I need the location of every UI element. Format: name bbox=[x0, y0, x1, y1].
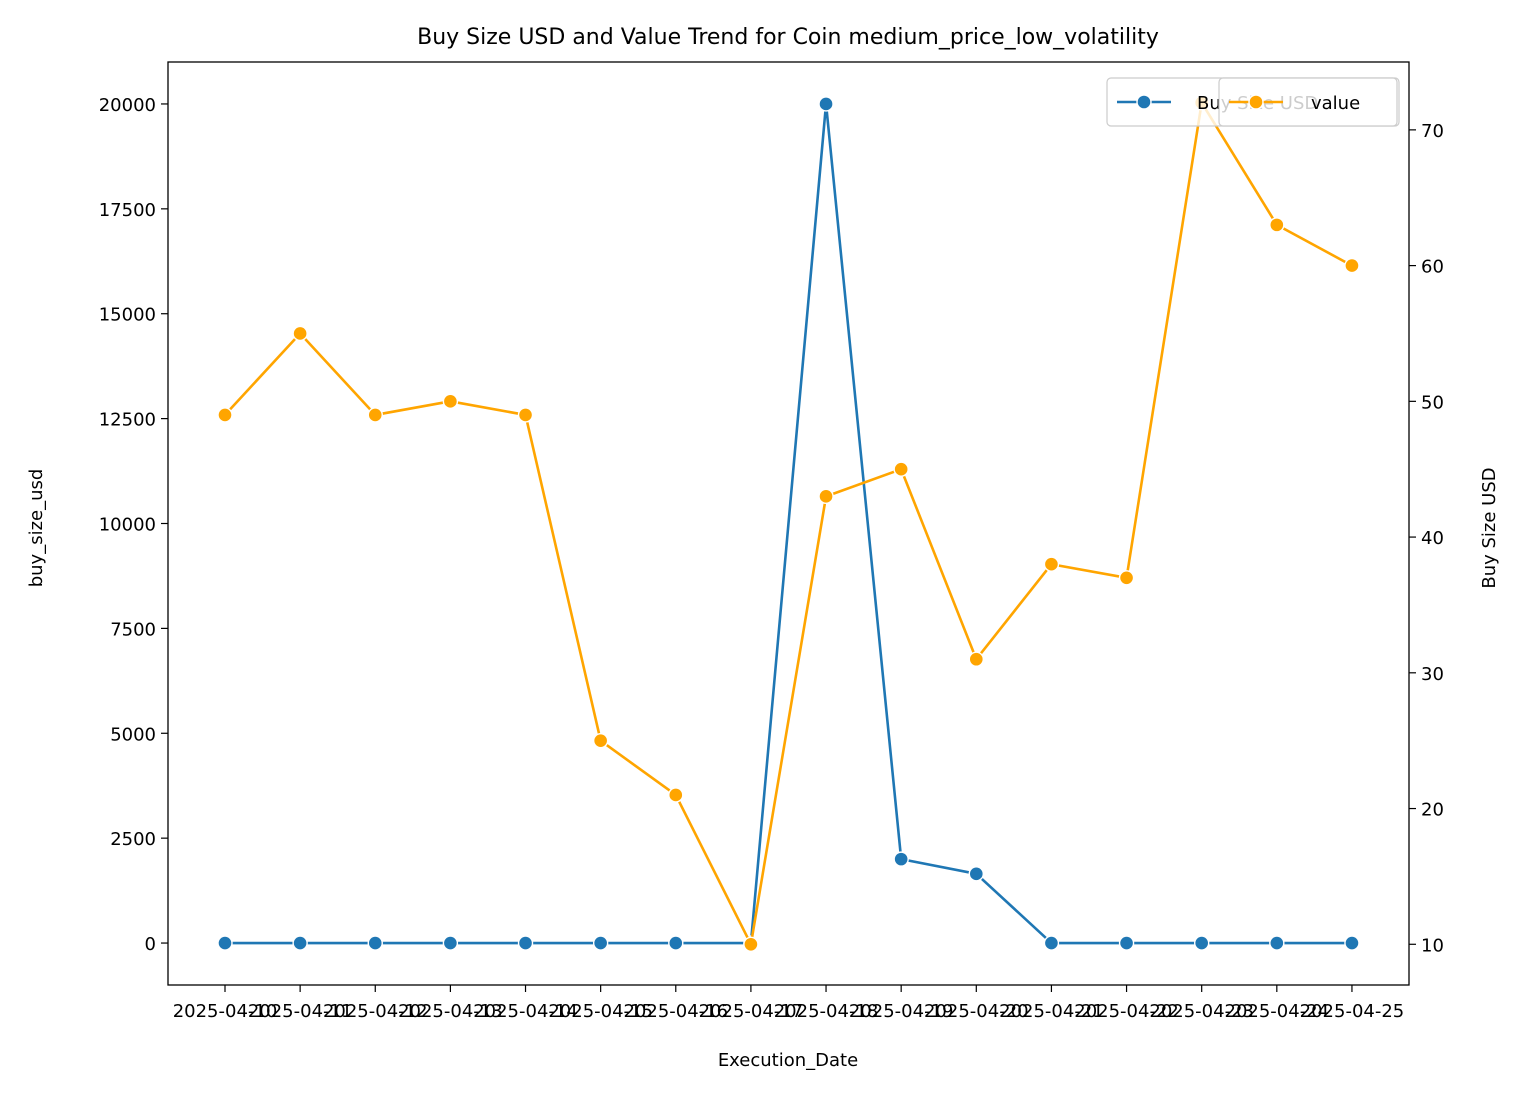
series-1-point bbox=[1269, 217, 1285, 233]
y-right-tick-label: 30 bbox=[1421, 664, 1444, 685]
y-axis-right-label: Buy Size USD bbox=[1479, 467, 1500, 588]
legend-label: value bbox=[1311, 93, 1360, 114]
series-0-point bbox=[1344, 935, 1360, 951]
x-tick-label: 2025-04-21 bbox=[999, 1001, 1104, 1022]
y-left-tick-label: 20000 bbox=[99, 95, 156, 116]
series-0-point bbox=[442, 935, 459, 951]
x-tick-label: 2025-04-22 bbox=[1074, 1001, 1179, 1022]
x-tick-label: 2025-04-16 bbox=[623, 1001, 728, 1022]
chart-title: Buy Size USD and Value Trend for Coin me… bbox=[417, 25, 1159, 50]
x-tick-label: 2025-04-11 bbox=[248, 1001, 353, 1022]
y-right-tick-label: 40 bbox=[1421, 528, 1444, 549]
series-1-point bbox=[592, 732, 609, 749]
series-line-1 bbox=[224, 101, 1353, 946]
y-axis-left-label: buy_size_usd bbox=[26, 469, 47, 588]
x-tick-label: 2025-04-15 bbox=[548, 1001, 653, 1022]
series-line-0 bbox=[225, 102, 1352, 945]
legend: Buy Size USDvalue bbox=[1106, 77, 1400, 127]
y-right-tick-label: 60 bbox=[1421, 257, 1444, 278]
series-1-point bbox=[668, 787, 684, 803]
series-0-point bbox=[367, 935, 383, 951]
legend-box bbox=[1218, 77, 1398, 127]
series-0-point bbox=[968, 866, 984, 882]
y-left-tick-label: 10000 bbox=[99, 515, 156, 536]
legend-swatch-marker bbox=[1136, 94, 1152, 110]
series-0-point bbox=[1269, 935, 1285, 951]
x-tick-label: 2025-04-12 bbox=[323, 1001, 428, 1022]
x-tick-label: 2025-04-17 bbox=[699, 1001, 804, 1022]
x-tick-label: 2025-04-25 bbox=[1300, 1001, 1405, 1022]
series-0-point bbox=[1043, 935, 1060, 951]
series-1-point bbox=[217, 407, 233, 423]
series-1-point bbox=[743, 936, 759, 952]
series-1-point bbox=[1118, 570, 1135, 586]
series-1-point bbox=[818, 488, 834, 505]
x-tick-label: 2025-04-19 bbox=[849, 1001, 954, 1022]
series-0-point bbox=[668, 935, 684, 951]
series-0-point bbox=[1118, 935, 1135, 951]
x-tick-label: 2025-04-24 bbox=[1225, 1001, 1330, 1022]
x-tick-label: 2025-04-18 bbox=[774, 1001, 879, 1022]
x-tick-label: 2025-04-20 bbox=[924, 1001, 1029, 1022]
plot-area: 0 2500 5000 7500 10000 12500 15000 17500 20000 10… bbox=[99, 61, 1444, 1022]
y-left-tick-label: 0 bbox=[145, 934, 156, 955]
series-0-point bbox=[893, 851, 909, 867]
series-1-point bbox=[367, 407, 383, 423]
series-0-point bbox=[292, 935, 308, 951]
x-axis-label: Execution_Date bbox=[718, 1050, 858, 1071]
y-right-tick-label: 10 bbox=[1421, 935, 1444, 956]
series-0-point bbox=[517, 935, 534, 951]
y-left-tick-label: 15000 bbox=[99, 305, 156, 326]
y-left-tick-label: 17500 bbox=[99, 200, 156, 221]
series-1-point bbox=[968, 651, 984, 667]
y-left-tick-label: 2500 bbox=[110, 829, 156, 850]
x-tick-label: 2025-04-13 bbox=[398, 1001, 503, 1022]
series-0-point bbox=[592, 935, 609, 951]
series-0-point bbox=[217, 935, 233, 951]
series-1-point bbox=[893, 461, 909, 477]
y-left-tick-label: 7500 bbox=[110, 619, 156, 640]
x-tick-label: 2025-04-10 bbox=[173, 1001, 278, 1022]
series-0-point bbox=[818, 96, 834, 112]
y-left-tick-label: 5000 bbox=[110, 724, 156, 745]
x-tick-label: 2025-04-14 bbox=[473, 1001, 578, 1022]
series-1-point bbox=[292, 325, 308, 342]
y-right-tick-label: 70 bbox=[1421, 121, 1444, 142]
plot-frame bbox=[167, 61, 1410, 986]
series-1-point bbox=[517, 407, 534, 423]
series-1-point bbox=[1344, 257, 1360, 274]
series-0-point bbox=[1193, 935, 1210, 951]
series-1-point bbox=[442, 393, 459, 410]
y-left-tick-label: 12500 bbox=[99, 410, 156, 431]
legend-swatch-marker bbox=[1248, 94, 1264, 110]
y-right-tick-label: 20 bbox=[1421, 800, 1444, 821]
series-1-point bbox=[1043, 556, 1060, 572]
y-right-tick-label: 50 bbox=[1421, 392, 1444, 413]
x-tick-label: 2025-04-23 bbox=[1149, 1001, 1254, 1022]
